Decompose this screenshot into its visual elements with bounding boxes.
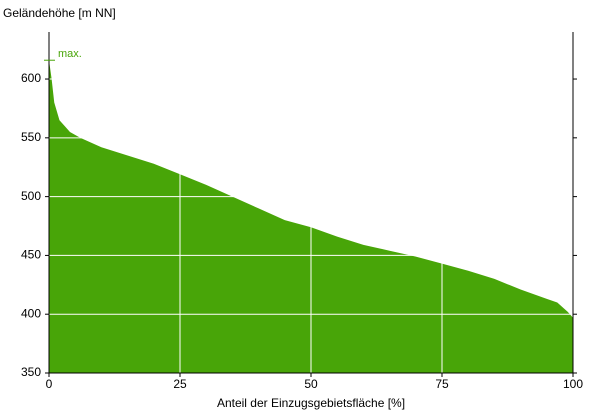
y-tick-label: 450	[21, 248, 41, 262]
y-axis-title: Geländehöhe [m NN]	[3, 6, 116, 20]
x-tick-label: 100	[563, 377, 583, 391]
x-axis-title: Anteil der Einzugsgebietsfläche [%]	[217, 396, 405, 410]
x-tick-label: 75	[435, 377, 449, 391]
x-tick-label: 25	[173, 377, 187, 391]
x-tick-label: 50	[304, 377, 318, 391]
y-tick-label: 400	[21, 306, 41, 320]
max-label: max.	[58, 48, 82, 60]
y-tick-label: 350	[21, 365, 41, 379]
y-tick-label: 600	[21, 71, 41, 85]
x-tick-label: 0	[46, 377, 53, 391]
y-tick-label: 550	[21, 130, 41, 144]
y-tick-label: 500	[21, 189, 41, 203]
